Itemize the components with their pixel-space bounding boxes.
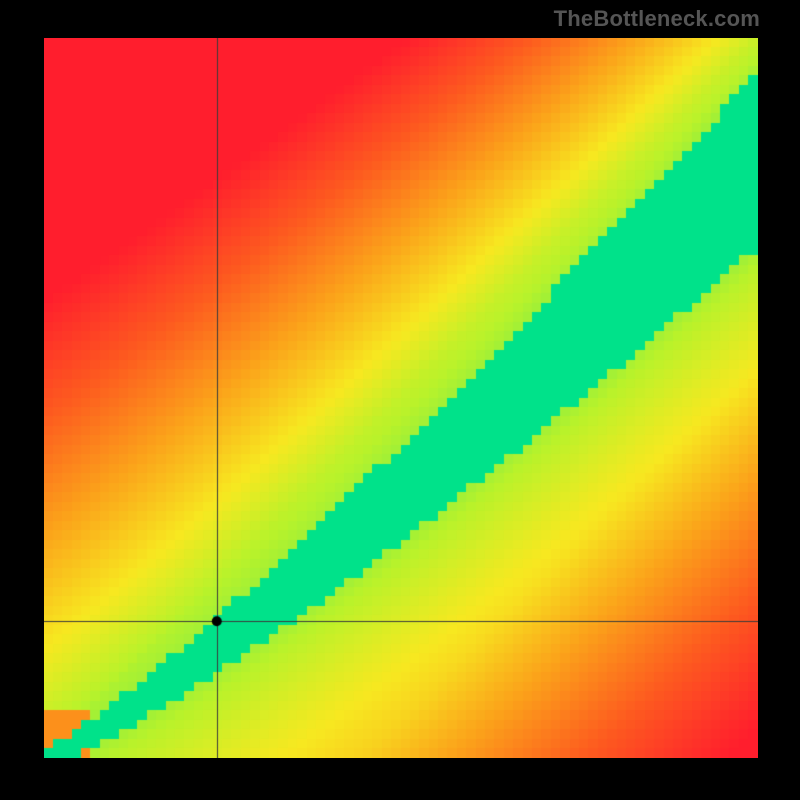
chart-container: TheBottleneck.com — [0, 0, 800, 800]
watermark-text: TheBottleneck.com — [554, 6, 760, 32]
bottleneck-heatmap — [44, 38, 758, 758]
